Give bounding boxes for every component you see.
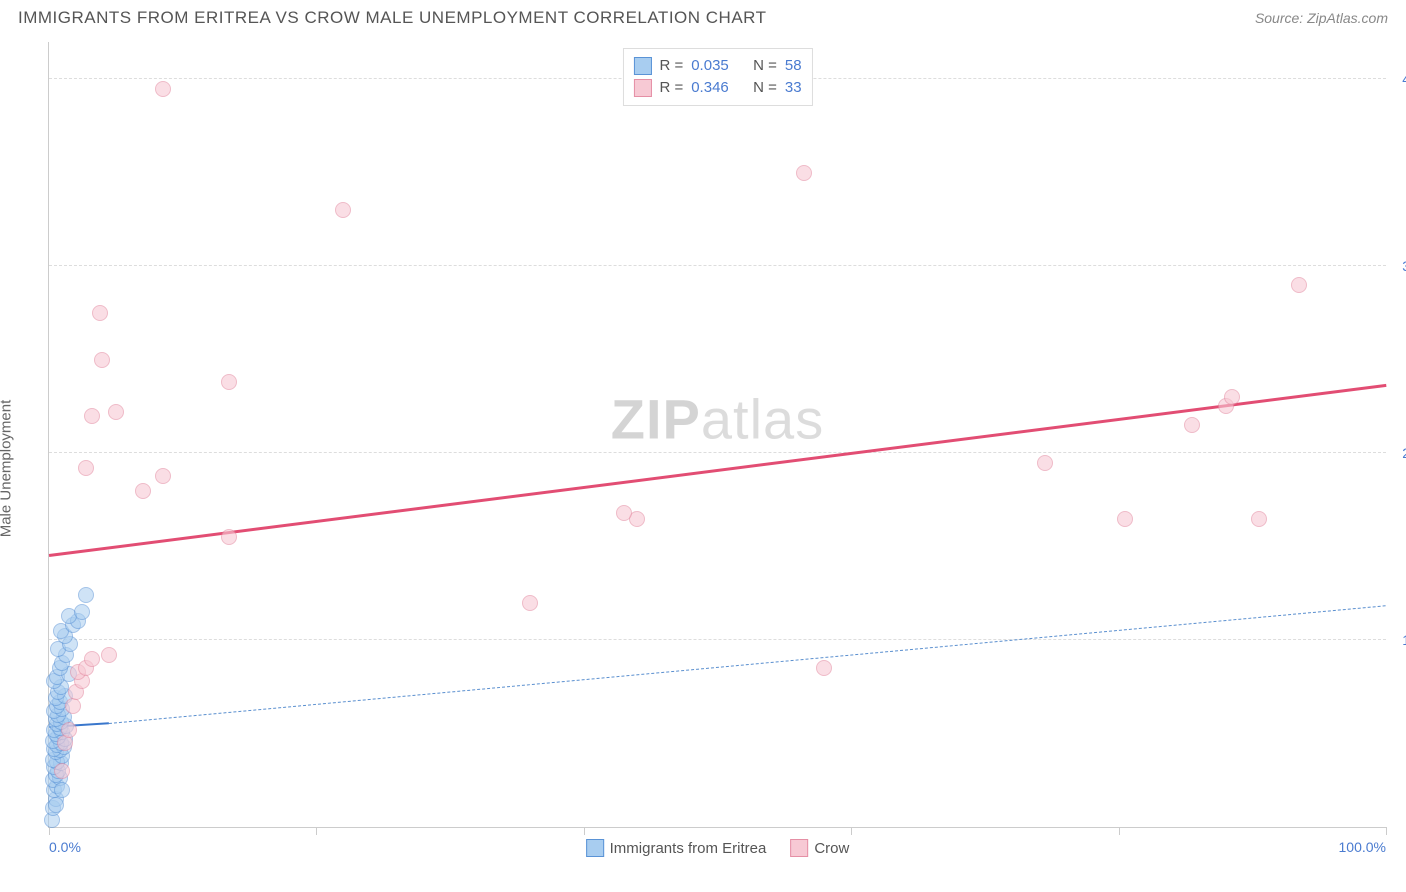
legend-series-box: Immigrants from Eritrea Crow — [586, 839, 850, 857]
data-point — [522, 595, 538, 611]
plot-area: ZIPatlas R = 0.035 N = 58 R = 0.346 N = … — [48, 42, 1386, 828]
r-value-series2: 0.346 — [691, 77, 729, 99]
data-point — [54, 782, 70, 798]
data-point — [101, 647, 117, 663]
data-point — [54, 763, 70, 779]
data-point — [108, 404, 124, 420]
data-point — [84, 651, 100, 667]
swatch-series2 — [633, 79, 651, 97]
data-point — [616, 505, 632, 521]
swatch-series1-bottom — [586, 839, 604, 857]
data-point — [1184, 417, 1200, 433]
data-point — [48, 797, 64, 813]
data-point — [1037, 455, 1053, 471]
gridline — [49, 639, 1386, 640]
data-point — [92, 305, 108, 321]
data-point — [78, 460, 94, 476]
y-tick-label: 40.0% — [1402, 71, 1406, 87]
y-tick-label: 20.0% — [1402, 445, 1406, 461]
y-tick-label: 10.0% — [1402, 632, 1406, 648]
watermark: ZIPatlas — [611, 386, 824, 451]
data-point — [61, 722, 77, 738]
swatch-series1 — [633, 57, 651, 75]
data-point — [155, 468, 171, 484]
data-point — [1291, 277, 1307, 293]
y-axis-label: Male Unemployment — [0, 400, 15, 538]
n-value-series2: 33 — [785, 77, 802, 99]
n-value-series1: 58 — [785, 55, 802, 77]
trendline — [109, 605, 1386, 724]
data-point — [816, 660, 832, 676]
gridline — [49, 265, 1386, 266]
legend-row-series1: R = 0.035 N = 58 — [633, 55, 801, 77]
data-point — [335, 202, 351, 218]
data-point — [84, 408, 100, 424]
data-point — [74, 604, 90, 620]
data-point — [221, 529, 237, 545]
x-tick-label: 0.0% — [49, 839, 81, 855]
data-point — [1117, 511, 1133, 527]
legend-row-series2: R = 0.346 N = 33 — [633, 77, 801, 99]
legend-item-series1: Immigrants from Eritrea — [586, 839, 767, 857]
chart-container: Male Unemployment ZIPatlas R = 0.035 N =… — [0, 32, 1406, 888]
x-tick — [1119, 827, 1120, 835]
legend-item-series2: Crow — [790, 839, 849, 857]
gridline — [49, 452, 1386, 453]
data-point — [78, 587, 94, 603]
data-point — [94, 352, 110, 368]
x-tick — [851, 827, 852, 835]
data-point — [221, 374, 237, 390]
chart-title: IMMIGRANTS FROM ERITREA VS CROW MALE UNE… — [18, 8, 767, 28]
y-tick-label: 30.0% — [1402, 258, 1406, 274]
data-point — [135, 483, 151, 499]
x-tick — [584, 827, 585, 835]
x-tick — [316, 827, 317, 835]
legend-correlation-box: R = 0.035 N = 58 R = 0.346 N = 33 — [622, 48, 812, 106]
swatch-series2-bottom — [790, 839, 808, 857]
r-value-series1: 0.035 — [691, 55, 729, 77]
data-point — [1251, 511, 1267, 527]
x-tick-label: 100.0% — [1339, 839, 1386, 855]
x-tick — [49, 827, 50, 835]
data-point — [796, 165, 812, 181]
data-point — [1224, 389, 1240, 405]
trendline — [49, 383, 1386, 556]
source-attribution: Source: ZipAtlas.com — [1255, 10, 1388, 26]
data-point — [155, 81, 171, 97]
x-tick — [1386, 827, 1387, 835]
